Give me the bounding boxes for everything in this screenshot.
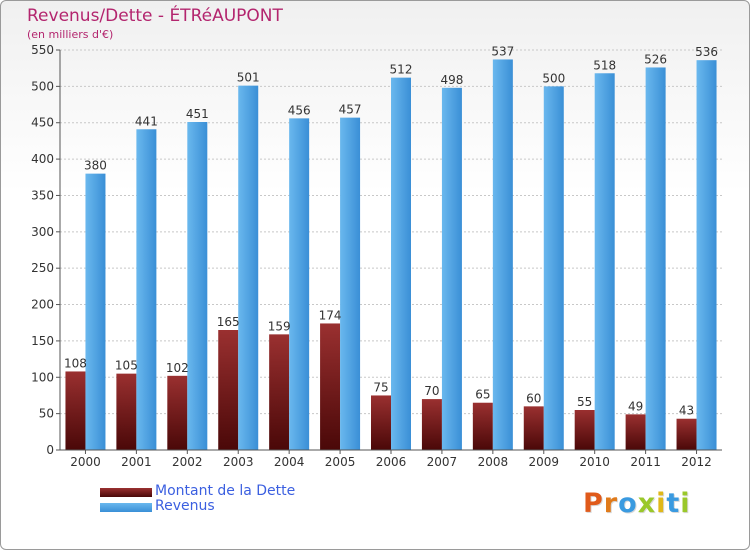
- data-label-revenue: 500: [542, 71, 565, 85]
- bar-revenue: [187, 122, 208, 450]
- logo-letter: P: [583, 488, 604, 519]
- logo-letter: t: [666, 488, 681, 519]
- data-label-revenue: 451: [186, 107, 209, 121]
- data-label-revenue: 456: [288, 103, 311, 117]
- x-tick-label: 2002: [172, 455, 203, 469]
- bar-debt: [421, 399, 442, 450]
- data-label-revenue: 536: [695, 45, 718, 59]
- y-tick-label: 550: [31, 43, 54, 57]
- y-tick-label: 400: [31, 152, 54, 166]
- proxiti-logo: Proxiti: [583, 488, 691, 519]
- logo-letter: i: [656, 488, 667, 519]
- chart-title: Revenus/Dette - ÉTRéAUPONT: [27, 6, 283, 26]
- data-label-revenue: 512: [390, 63, 413, 77]
- x-tick-label: 2007: [427, 455, 458, 469]
- data-label-debt: 60: [526, 391, 541, 405]
- y-tick-label: 500: [31, 79, 54, 93]
- bar-revenue: [492, 59, 513, 451]
- y-tick-label: 200: [31, 298, 54, 312]
- logo-letter: i: [680, 488, 691, 519]
- bar-revenue: [645, 67, 666, 451]
- bar-revenue: [289, 118, 310, 450]
- data-label-revenue: 537: [491, 44, 514, 58]
- data-label-revenue: 457: [339, 103, 362, 117]
- y-tick-label: 100: [31, 370, 54, 384]
- data-label-debt: 105: [115, 359, 138, 373]
- data-label-debt: 159: [268, 319, 291, 333]
- legend-label-revenue: Revenus: [155, 498, 215, 514]
- logo-letter: o: [618, 488, 638, 519]
- y-tick-label: 150: [31, 334, 54, 348]
- bar-debt: [269, 334, 290, 450]
- y-tick-label: 250: [31, 261, 54, 275]
- x-tick-label: 2005: [325, 455, 356, 469]
- legend-swatch-debt: [100, 488, 152, 497]
- x-tick-label: 2012: [681, 455, 712, 469]
- data-label-debt: 174: [319, 308, 342, 322]
- bar-revenue: [340, 117, 361, 451]
- bar-debt: [167, 375, 188, 450]
- bar-debt: [472, 402, 493, 450]
- data-label-revenue: 380: [84, 159, 107, 173]
- bar-revenue: [136, 129, 157, 451]
- bar-revenue: [85, 173, 106, 451]
- data-label-debt: 70: [424, 384, 439, 398]
- data-label-debt: 65: [475, 388, 490, 402]
- data-label-debt: 55: [577, 395, 592, 409]
- y-tick-label: 300: [31, 225, 54, 239]
- x-tick-label: 2000: [70, 455, 101, 469]
- data-label-debt: 49: [628, 399, 643, 413]
- y-tick-label: 350: [31, 188, 54, 202]
- x-tick-label: 2006: [376, 455, 407, 469]
- data-label-revenue: 501: [237, 71, 260, 85]
- data-label-revenue: 526: [644, 52, 667, 66]
- legend-swatch-revenue: [100, 503, 152, 512]
- bar-debt: [371, 395, 391, 450]
- data-label-debt: 75: [373, 380, 388, 394]
- data-label-revenue: 498: [440, 73, 463, 87]
- x-tick-label: 2003: [223, 455, 254, 469]
- x-tick-label: 2004: [274, 455, 305, 469]
- bar-debt: [574, 410, 595, 450]
- bar-revenue: [441, 87, 462, 451]
- bar-debt: [523, 406, 544, 450]
- x-tick-label: 2008: [478, 455, 509, 469]
- bar-revenue: [594, 73, 615, 450]
- bar-debt: [320, 323, 341, 450]
- bar-revenue: [391, 77, 411, 451]
- data-label-revenue: 518: [593, 58, 616, 72]
- data-label-debt: 108: [64, 356, 87, 370]
- bar-debt: [625, 414, 646, 450]
- bar-debt: [676, 418, 697, 450]
- bar-revenue: [696, 60, 717, 450]
- logo-letter: x: [637, 488, 657, 519]
- data-label-debt: 43: [679, 404, 694, 418]
- data-label-revenue: 441: [135, 114, 158, 128]
- x-tick-label: 2009: [528, 455, 559, 469]
- bar-debt: [218, 330, 239, 450]
- x-tick-label: 2001: [121, 455, 152, 469]
- x-tick-label: 2011: [630, 455, 661, 469]
- y-tick-label: 450: [31, 116, 54, 130]
- bar-debt: [65, 371, 86, 450]
- bar-debt: [116, 373, 137, 450]
- data-label-debt: 165: [217, 315, 240, 329]
- x-tick-label: 2010: [579, 455, 610, 469]
- y-tick-label: 0: [46, 443, 54, 457]
- y-tick-label: 50: [39, 407, 54, 421]
- bar-revenue: [543, 86, 564, 450]
- logo-letter: r: [603, 488, 619, 519]
- data-label-debt: 102: [166, 361, 189, 375]
- bar-revenue: [238, 85, 259, 451]
- legend-label-debt: Montant de la Dette: [155, 483, 296, 499]
- chart-subtitle: (en milliers d'€): [27, 28, 114, 41]
